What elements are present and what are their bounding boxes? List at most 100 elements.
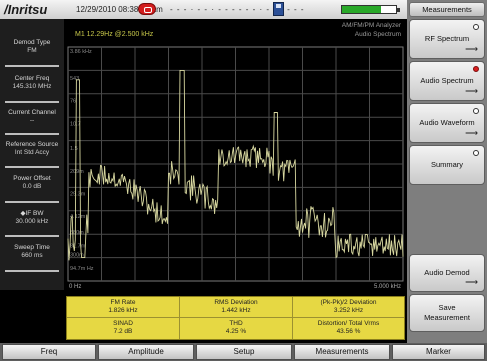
sinad-cell: SINAD 7.2 dB [67, 318, 180, 339]
softkey-label: Summary [430, 160, 464, 169]
battery-tip [397, 8, 400, 12]
pk-pk-deviation-cell: (Pk-Pk)/2 Deviation 3.252 kHz [293, 297, 404, 318]
date-time: 12/29/2010 08:38:06 am [76, 5, 163, 14]
stat-label: Center Freq [14, 75, 50, 82]
rf-spectrum-button[interactable]: RF Spectrum ⟶ [409, 19, 485, 59]
y-axis-label: 1.5 [70, 146, 78, 152]
y-axis-label: 94.7m Hz [70, 266, 94, 272]
gps-status: - - - · - - · - - - - - - · - - · - - - [170, 5, 305, 14]
save-disk-icon [273, 2, 284, 16]
tab-measurements[interactable]: Measurements [294, 344, 390, 360]
distortion-cell: Distortion/ Total Vrms 43.56 % [293, 318, 404, 339]
fm-rate-cell: FM Rate 1.826 kHz [67, 297, 180, 318]
audio-spectrum-button[interactable]: Audio Spectrum ⟶ [409, 61, 485, 101]
divider [5, 235, 59, 237]
main-menu-bar: Freq Amplitude Setup Measurements Marker [0, 343, 487, 361]
spectrum-trace [67, 69, 404, 261]
stat-sweep-time: Sweep Time 660 ms [0, 244, 64, 260]
softkey-label: Audio Waveform [419, 118, 475, 127]
meas-value: 1.442 kHz [221, 307, 251, 314]
divider [5, 101, 59, 103]
tab-marker[interactable]: Marker [392, 344, 485, 360]
settings-sidebar: Demod Type FM Center Freq 145.310 MHz Cu… [0, 19, 64, 290]
stat-demod-type: Demod Type FM [0, 39, 64, 55]
arrow-right-icon: ⟶ [465, 277, 478, 287]
stat-label: Current Channel [8, 109, 56, 116]
divider [5, 133, 59, 135]
meas-value: 1.826 kHz [108, 307, 138, 314]
analyzer-mode: AM/FM/PM Analyzer [341, 22, 401, 29]
measurement-table: FM Rate 1.826 kHz RMS Deviation 1.442 kH… [66, 296, 405, 340]
spectrum-graph: 3.86 kHz 543 76 10.7 1.5 209m 29.3m 4.12m 580m 81… [67, 46, 404, 282]
stat-label: ◆IF BW [20, 210, 44, 217]
stat-value: 0.0 dB [22, 183, 42, 190]
stat-value: 145.310 MHz [12, 83, 52, 90]
stat-label: Reference Source [5, 141, 59, 148]
audio-demod-button[interactable]: Audio Demod ⟶ [409, 254, 485, 292]
stat-power-offset: Power Offset 0.0 dB [0, 175, 64, 191]
y-axis-label: 76 [70, 99, 76, 105]
tab-setup[interactable]: Setup [196, 344, 292, 360]
brand-logo: /Inritsu [4, 2, 48, 17]
stat-reference-source: Reference Source Int Std Accy [0, 141, 64, 157]
tab-amplitude[interactable]: Amplitude [98, 344, 194, 360]
meas-label: SINAD [113, 320, 133, 327]
y-axis-label: 209m [70, 169, 84, 175]
y-axis-label: 81.7m [70, 243, 86, 249]
stat-if-bw: ◆IF BW 30.000 kHz [0, 210, 64, 226]
battery-level [342, 6, 381, 13]
meas-label: Distortion/ Total Vrms [317, 320, 380, 327]
tab-freq[interactable]: Freq [2, 344, 96, 360]
meas-value: 7.2 dB [113, 328, 133, 335]
divider [5, 201, 59, 203]
record-icon[interactable] [138, 3, 156, 15]
audio-waveform-button[interactable]: Audio Waveform ⟶ [409, 103, 485, 143]
y-axis-label: 543 [70, 76, 79, 82]
battery-icon [341, 5, 400, 14]
audio-spectrum-plot[interactable]: 3.86 kHz 543 76 10.7 1.5 209m 29.3m 4.12m 580m 81… [64, 19, 407, 294]
rms-deviation-cell: RMS Deviation 1.442 kHz [180, 297, 293, 318]
thd-cell: THD 4.25 % [180, 318, 293, 339]
status-bar: /Inritsu 12/29/2010 08:38:06 am - - - · … [0, 0, 407, 19]
arrow-right-icon: ⟶ [465, 86, 478, 96]
meas-value: 43.56 % [336, 328, 361, 335]
divider [5, 65, 59, 67]
stat-label: Demod Type [13, 39, 51, 46]
marker-readout: M1 12.29Hz @2.500 kHz [75, 31, 154, 38]
stat-value: -- [29, 117, 35, 124]
stat-label: Power Offset [13, 175, 51, 182]
save-measurement-button[interactable]: Save Measurement [409, 294, 485, 332]
plot-title: AM/FM/PM Analyzer Audio Spectrum [342, 21, 401, 39]
softkey-panel: Measurements RF Spectrum ⟶ Audio Spectru… [407, 0, 487, 343]
stat-value: 30.000 kHz [15, 218, 49, 225]
arrow-right-icon: ⟶ [465, 128, 478, 138]
softkey-label: RF Spectrum [424, 34, 470, 43]
label-line-1: Save [438, 303, 456, 312]
summary-button[interactable]: Summary [409, 145, 485, 185]
radio-indicator [473, 24, 479, 30]
radio-indicator [473, 108, 479, 114]
divider [5, 270, 59, 272]
menu-title: Measurements [409, 2, 485, 17]
meas-label: THD [229, 320, 243, 327]
y-axis-label: 300m [70, 252, 84, 258]
y-axis-label: 580m [70, 230, 84, 236]
x-start-label: 0 Hz [69, 284, 82, 290]
y-axis-label: 4.12m [70, 214, 86, 220]
y-axis-label: 29.3m [70, 191, 86, 197]
radio-indicator-selected [473, 66, 479, 72]
divider [5, 166, 59, 168]
meas-label: RMS Deviation [214, 299, 258, 306]
stat-value: FM [27, 47, 37, 54]
y-axis-label: 3.86 kHz [70, 49, 92, 55]
meas-value: 4.25 % [225, 328, 247, 335]
arrow-right-icon: ⟶ [465, 44, 478, 54]
stat-value: Int Std Accy [14, 149, 50, 156]
softkey-label: Save Measurement [410, 303, 484, 323]
stat-label: Sweep Time [14, 244, 50, 251]
meas-value: 3.252 kHz [333, 307, 364, 314]
radio-indicator [473, 150, 479, 156]
stat-current-channel: Current Channel -- [0, 109, 64, 125]
stat-center-freq: Center Freq 145.310 MHz [0, 75, 64, 91]
meas-label: (Pk-Pk)/2 Deviation [320, 299, 377, 306]
